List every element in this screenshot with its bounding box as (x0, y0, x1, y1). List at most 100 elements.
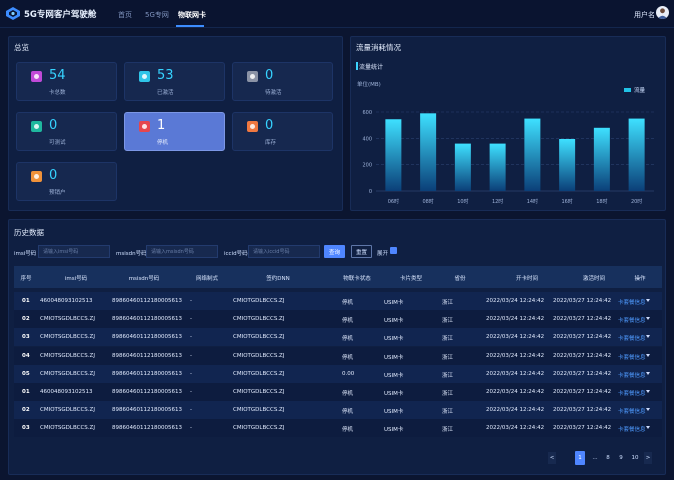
x-tick-label: 14时 (527, 198, 538, 205)
table-cell: 2022/03/27 12:24:42 (553, 425, 612, 432)
table-cell: 浙江 (442, 300, 454, 306)
table-row[interactable]: 04 CMIOTSGDLBCCS.ZJ 898604601121800056​13 -… (14, 346, 662, 365)
table-cell: USIM卡 (384, 300, 404, 306)
top-header: 5G专网客户驾驶舱 首页 5G专网 物联网卡 用户名 (0, 0, 674, 28)
card-value: 0 (265, 68, 274, 83)
table-cell: 2022/03/24 12:24:42 (486, 316, 545, 323)
expand-icon[interactable] (390, 247, 397, 254)
reset-button[interactable]: 重置 (351, 245, 372, 258)
msisdn-filter-label: msisdn号码 (116, 251, 147, 257)
card-value: 54 (49, 68, 66, 83)
traffic-title: 流量消耗情况 (356, 43, 401, 52)
table-cell: USIM卡 (384, 354, 404, 361)
expand-toggle[interactable]: 展开 (377, 251, 389, 257)
column-header: 网络制式 (195, 276, 219, 282)
iccid-input[interactable] (248, 245, 320, 258)
table-cell: - (190, 425, 192, 432)
card-pending[interactable]: 0 待激活 (232, 62, 333, 101)
card-testable[interactable]: 0 可测试 (16, 112, 117, 151)
table-cell: 停机 (342, 318, 354, 325)
prev-page-button[interactable]: < (548, 452, 556, 464)
chevron-down-icon[interactable] (646, 335, 650, 339)
table-row[interactable]: 03 CMIOTSGDLBCCS.ZJ 898604601121800056​13 -… (14, 419, 662, 438)
table-cell: - (190, 316, 192, 323)
card-activated[interactable]: 53 已激活 (124, 62, 225, 101)
table-cell: 04 (22, 352, 30, 359)
chevron-down-icon[interactable] (646, 390, 650, 393)
table-row[interactable]: 02 CMIOTSGDLBCCS.ZJ 898604601121800056​13 -… (14, 401, 662, 420)
x-tick-label: 18时 (596, 198, 607, 205)
package-info-link[interactable]: 卡套餐信息 (618, 427, 646, 434)
chevron-down-icon[interactable] (646, 408, 650, 412)
column-header: imsi号码 (64, 276, 88, 282)
page-10-button[interactable]: 10 (631, 455, 639, 461)
bar-14时 (524, 118, 541, 191)
card-label: 卡总数 (49, 90, 66, 96)
package-info-link[interactable]: 卡套餐信息 (618, 409, 646, 416)
card-value: 0 (265, 118, 274, 133)
chevron-down-icon[interactable] (646, 317, 650, 321)
subtitle-accent (356, 62, 358, 70)
query-button[interactable]: 查询 (324, 245, 345, 258)
chevron-down-icon[interactable] (646, 371, 650, 375)
table-cell: 2022/03/27 12:24:42 (553, 370, 612, 377)
page-9-button[interactable]: 9 (619, 455, 623, 461)
table-row[interactable]: 05 CMIOTSGDLBCCS.ZJ 898604601121800056​13 -… (14, 364, 662, 383)
page-8-button[interactable]: 8 (606, 455, 610, 461)
nav-iot-card[interactable]: 物联网卡 (178, 11, 206, 19)
x-tick-label: 12时 (492, 198, 503, 205)
table-cell: USIM卡 (384, 391, 404, 397)
table-cell: 02 (22, 316, 30, 323)
x-tick-label: 16时 (561, 198, 572, 205)
next-page-button[interactable]: > (644, 452, 652, 464)
table-cell: 停机 (342, 354, 354, 361)
table-row[interactable]: 01 460048093102513 898604601121800056​13 - C… (14, 383, 662, 401)
table-cell: CMIOTGDLBCCS.ZJ (233, 425, 285, 432)
chevron-down-icon[interactable] (646, 426, 650, 430)
package-info-link[interactable]: 卡套餐信息 (618, 336, 646, 343)
package-info-link[interactable]: 卡套餐信息 (618, 318, 646, 325)
card-value: 0 (49, 168, 58, 183)
traffic-panel (350, 36, 666, 211)
table-cell: CMIOTGDLBCCS.ZJ (233, 316, 285, 323)
table-row[interactable]: 02 CMIOTSGDLBCCS.ZJ 898604601121800056​13 -… (14, 310, 662, 329)
card-total[interactable]: 54 卡总数 (16, 62, 117, 101)
table-cell: 898604601121800056​13 (112, 298, 182, 304)
nav-home[interactable]: 首页 (118, 11, 132, 19)
package-info-link[interactable]: 卡套餐信息 (618, 391, 646, 397)
username[interactable]: 用户名 (634, 11, 655, 19)
table-row[interactable]: 01 460048093102513 898604601121800056​13 - C… (14, 292, 662, 310)
table-cell: 2022/03/24 12:24:42 (486, 298, 545, 304)
chevron-down-icon[interactable] (646, 353, 650, 357)
msisdn-input[interactable] (146, 245, 218, 258)
avatar[interactable] (656, 6, 669, 19)
card-inventory[interactable]: 0 库存 (232, 112, 333, 151)
card-pre-cancel[interactable]: 0 预销户 (16, 162, 117, 201)
bar-16时 (559, 138, 576, 191)
card-suspended[interactable]: 1 停机 (124, 112, 225, 151)
table-cell: USIM卡 (384, 336, 404, 343)
chevron-down-icon[interactable] (646, 299, 650, 302)
imsi-input[interactable] (38, 245, 110, 258)
package-info-link[interactable]: 卡套餐信息 (618, 354, 646, 361)
table-cell: 01 (22, 298, 30, 304)
table-cell: 2022/03/24 12:24:42 (486, 370, 545, 377)
table-cell: 停机 (342, 300, 354, 306)
table-cell: 停机 (342, 409, 354, 416)
y-axis-label: 单位(MB) (357, 80, 381, 88)
table-cell: - (190, 370, 192, 377)
inventory-icon (247, 121, 258, 132)
package-info-link[interactable]: 卡套餐信息 (618, 300, 646, 306)
package-info-link[interactable]: 卡套餐信息 (618, 372, 646, 379)
table-cell: CMIOTSGDLBCCS.ZJ (40, 370, 95, 377)
table-cell: 2022/03/27 12:24:42 (553, 334, 612, 341)
column-header: 激活时间 (582, 276, 606, 282)
imsi-filter-label: imsi号码 (14, 251, 37, 257)
nav-5g-private-network[interactable]: 5G专网 (145, 11, 169, 19)
page-1-button[interactable]: 1 (575, 451, 585, 465)
table-cell: 05 (22, 370, 30, 377)
table-row[interactable]: 03 CMIOTSGDLBCCS.ZJ 898604601121800056​13 -… (14, 328, 662, 347)
table-cell: 898604601121800056​13 (112, 334, 182, 341)
table-cell: 停机 (342, 336, 354, 343)
table-cell: - (190, 298, 192, 304)
